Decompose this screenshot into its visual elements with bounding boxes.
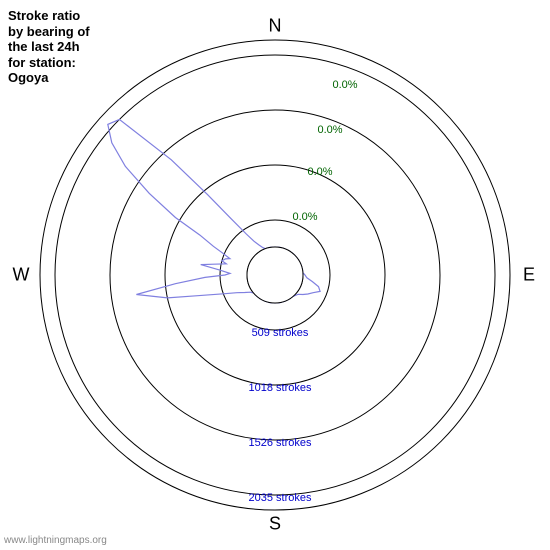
rose-polygon [108,119,320,303]
compass-w: W [13,265,30,286]
percent-label-2: 0.0% [307,166,332,178]
compass-n: N [269,16,282,37]
strokes-label-2: 1526 strokes [249,437,312,449]
strokes-label-0: 509 strokes [252,327,309,339]
percent-label-3: 0.0% [292,211,317,223]
percent-label-0: 0.0% [332,79,357,91]
compass-s: S [269,514,281,535]
strokes-label-1: 1018 strokes [249,382,312,394]
compass-e: E [523,265,535,286]
strokes-label-3: 2035 strokes [249,492,312,504]
percent-label-1: 0.0% [317,124,342,136]
polar-chart [0,0,550,550]
